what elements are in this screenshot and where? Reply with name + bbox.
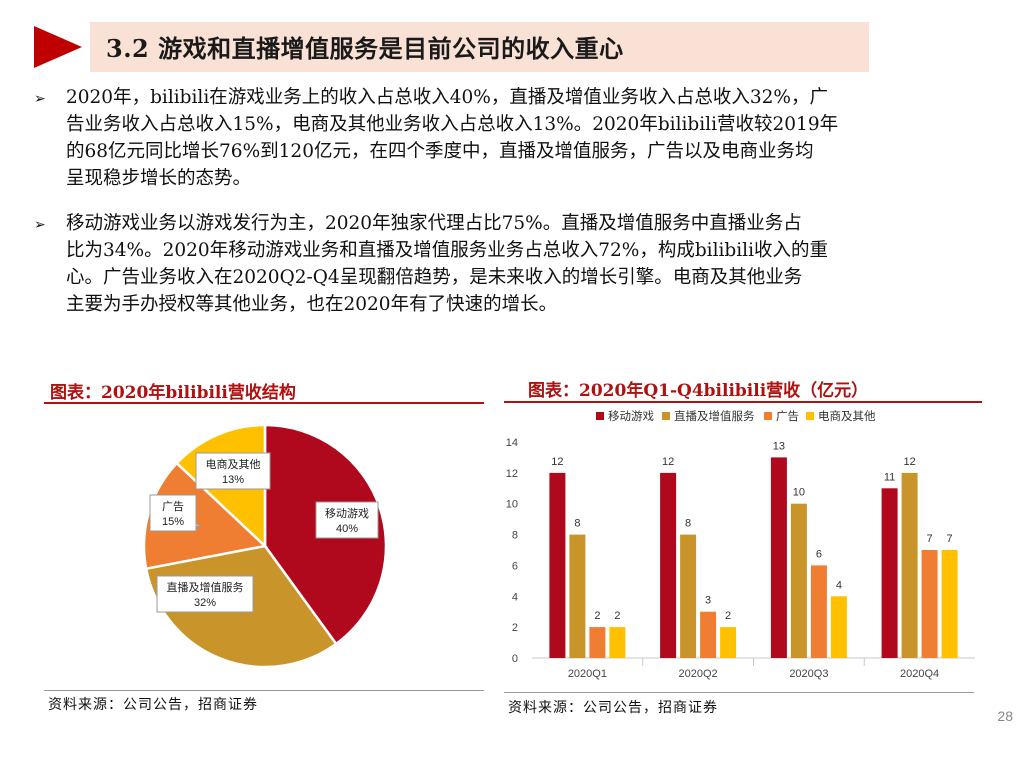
bar-2020Q3-2 <box>790 503 807 658</box>
paragraph-1: 2020年，bilibili在游戏业务上的收入占总收入40%，直播及增值业务收入… <box>66 84 966 192</box>
bar-data-label: 12 <box>551 456 563 468</box>
bar-2020Q1-4 <box>609 627 626 658</box>
pie-category-label: 电商及其他 <box>206 457 261 471</box>
pie-value-label: 15% <box>162 516 184 528</box>
paragraph-line: 心。广告业务收入在2020Q2-Q4呈现翻倍趋势，是未来收入的增长引擎。电商及其… <box>66 267 803 288</box>
pie-slice-3 <box>142 461 268 571</box>
legend-label: 直播及增值服务 <box>674 409 755 423</box>
bar-data-label: 10 <box>793 487 805 499</box>
bar-2020Q1-2 <box>569 534 586 658</box>
callout-fill <box>158 577 252 611</box>
page-title: 3.2 游戏和直播增值服务是目前公司的收入重心 <box>106 34 624 63</box>
bar-2020Q1-1 <box>549 472 566 658</box>
bar-data-label: 7 <box>947 533 953 545</box>
bar-source: 资料来源：公司公告，招商证券 <box>508 700 718 716</box>
paragraph-line: 的68亿元同比增长76%到120亿元，在四个季度中，直播及增值服务，广告以及电商… <box>66 141 814 162</box>
pie-callout: 直播及增值服务 32% <box>156 575 254 613</box>
bar-chart-title: 图表：2020年Q1-Q4bilibili营收（亿元） <box>528 381 869 401</box>
x-tick-label: 2020Q1 <box>568 668 607 680</box>
title-arrow-icon <box>34 26 82 68</box>
pie-category-label: 移动游戏 <box>325 507 369 520</box>
bar-2020Q2-2 <box>680 534 697 658</box>
bar-2020Q4-1 <box>881 488 898 658</box>
paragraph-line: 呈现稳步增长的态势。 <box>66 168 252 189</box>
divider <box>44 402 484 404</box>
legend-item: 移动游戏 <box>596 410 654 423</box>
bar-2020Q2-3 <box>700 611 717 658</box>
y-tick-label: 14 <box>506 437 518 449</box>
bar-data-label: 12 <box>662 456 674 468</box>
bar-data-label: 3 <box>705 595 711 607</box>
bar-data-label: 2 <box>594 610 600 622</box>
y-tick-label: 12 <box>506 468 518 480</box>
legend-swatch <box>764 412 772 420</box>
x-tick-label: 2020Q3 <box>789 668 828 680</box>
bar-2020Q4-3 <box>921 550 938 658</box>
legend-swatch <box>806 412 814 420</box>
pie-category-label: 广告 <box>162 500 184 513</box>
bar-2020Q4-2 <box>901 472 918 658</box>
divider <box>504 692 974 693</box>
pie-category-label: 直播及增值服务 <box>167 580 244 594</box>
pie-callout: 广告 15% <box>149 494 202 532</box>
divider <box>44 690 484 691</box>
bar-data-label: 2 <box>614 610 620 622</box>
pie-chart-title: 图表：2020年bilibili营收结构 <box>50 383 296 403</box>
legend-swatch <box>596 412 604 420</box>
pie-callout: 电商及其他 13% <box>195 452 271 490</box>
bar-2020Q3-1 <box>770 457 787 658</box>
pie-value-label: 13% <box>222 474 244 486</box>
bar-data-label: 8 <box>574 518 580 530</box>
bar-data-label: 11 <box>884 471 895 483</box>
divider <box>504 401 982 403</box>
y-tick-label: 10 <box>506 499 518 511</box>
bar-2020Q4-4 <box>941 550 958 658</box>
bar-data-label: 8 <box>685 518 691 530</box>
bar-data-label: 4 <box>836 579 842 591</box>
bar-2020Q2-4 <box>720 627 737 658</box>
bar-data-label: 2 <box>725 610 731 622</box>
title-bar <box>90 22 869 72</box>
bar-2020Q2-1 <box>660 472 677 658</box>
y-tick-label: 8 <box>512 530 518 542</box>
pie-chart: 移动游戏 40% 直播及增值服务 32% 广告 15% 电商及其他 13% <box>142 423 388 669</box>
pie-callout: 移动游戏 40% <box>315 501 379 539</box>
legend-label: 移动游戏 <box>608 410 654 423</box>
x-tick-label: 2020Q4 <box>900 668 939 680</box>
legend-item: 广告 <box>764 410 799 423</box>
bar-chart: 移动游戏 直播及增值服务 广告 电商及其他 0 2 4 6 8 10 12 14 12 8 2 2 2020Q1… <box>506 409 975 680</box>
y-tick-label: 2 <box>512 622 518 634</box>
bar-data-label: 13 <box>773 440 785 452</box>
callout-fill <box>197 454 269 488</box>
pie-source: 资料来源：公司公告，招商证券 <box>48 697 258 713</box>
y-tick-label: 4 <box>512 591 518 603</box>
paragraph-line: 比为34%。2020年移动游戏业务和直播及增值服务业务占总收入72%，构成bil… <box>66 240 829 261</box>
legend-swatch <box>662 412 670 420</box>
bar-2020Q1-3 <box>589 627 606 658</box>
bar-data-label: 6 <box>816 548 822 560</box>
pie-value-label: 40% <box>336 523 358 535</box>
paragraph-2: 移动游戏业务以游戏发行为主，2020年独家代理占比75%。直播及增值服务中直播业… <box>66 210 966 318</box>
bar-2020Q3-4 <box>830 596 847 658</box>
legend-item: 直播及增值服务 <box>662 409 755 423</box>
legend-label: 电商及其他 <box>818 409 876 423</box>
page-number: 28 <box>997 708 1013 724</box>
y-tick-label: 0 <box>512 653 518 665</box>
paragraph-line: 移动游戏业务以游戏发行为主，2020年独家代理占比75%。直播及增值服务中直播业… <box>66 213 802 234</box>
paragraph-line: 主要为手办授权等其他业务，也在2020年有了快速的增长。 <box>66 294 558 315</box>
y-tick-label: 6 <box>512 560 518 572</box>
callout-fill <box>151 496 195 530</box>
x-tick-label: 2020Q2 <box>679 668 718 680</box>
paragraph-line: 告业务收入占总收入15%，电商及其他业务收入占总收入13%。2020年bilib… <box>66 114 839 135</box>
legend-label: 广告 <box>776 410 799 423</box>
bar-data-label: 7 <box>927 533 933 545</box>
pie-value-label: 32% <box>194 597 216 609</box>
bar-2020Q3-3 <box>810 565 827 658</box>
bullet-icon: ➢ <box>34 217 46 233</box>
callout-fill <box>317 503 377 537</box>
legend-item: 电商及其他 <box>806 409 876 423</box>
bar-data-label: 12 <box>903 456 915 468</box>
bullet-icon: ➢ <box>34 91 46 107</box>
paragraph-line: 2020年，bilibili在游戏业务上的收入占总收入40%，直播及增值业务收入… <box>66 87 829 108</box>
